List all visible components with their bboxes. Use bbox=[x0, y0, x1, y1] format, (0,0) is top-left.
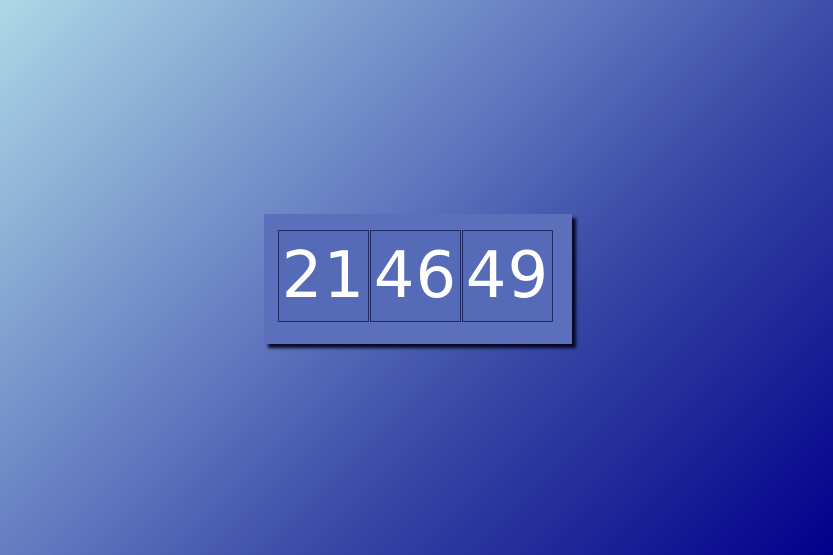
counter-cell-2: 46 bbox=[370, 230, 461, 322]
counter-digit-group: 21 46 49 bbox=[278, 230, 553, 324]
counter-value-2: 46 bbox=[373, 239, 458, 313]
counter-cell-3: 49 bbox=[462, 230, 553, 322]
counter-value-3: 49 bbox=[465, 239, 550, 313]
counter-value-1: 21 bbox=[281, 239, 366, 313]
counter-cell-1: 21 bbox=[278, 230, 369, 322]
counter-display: 21 46 49 bbox=[264, 214, 572, 344]
